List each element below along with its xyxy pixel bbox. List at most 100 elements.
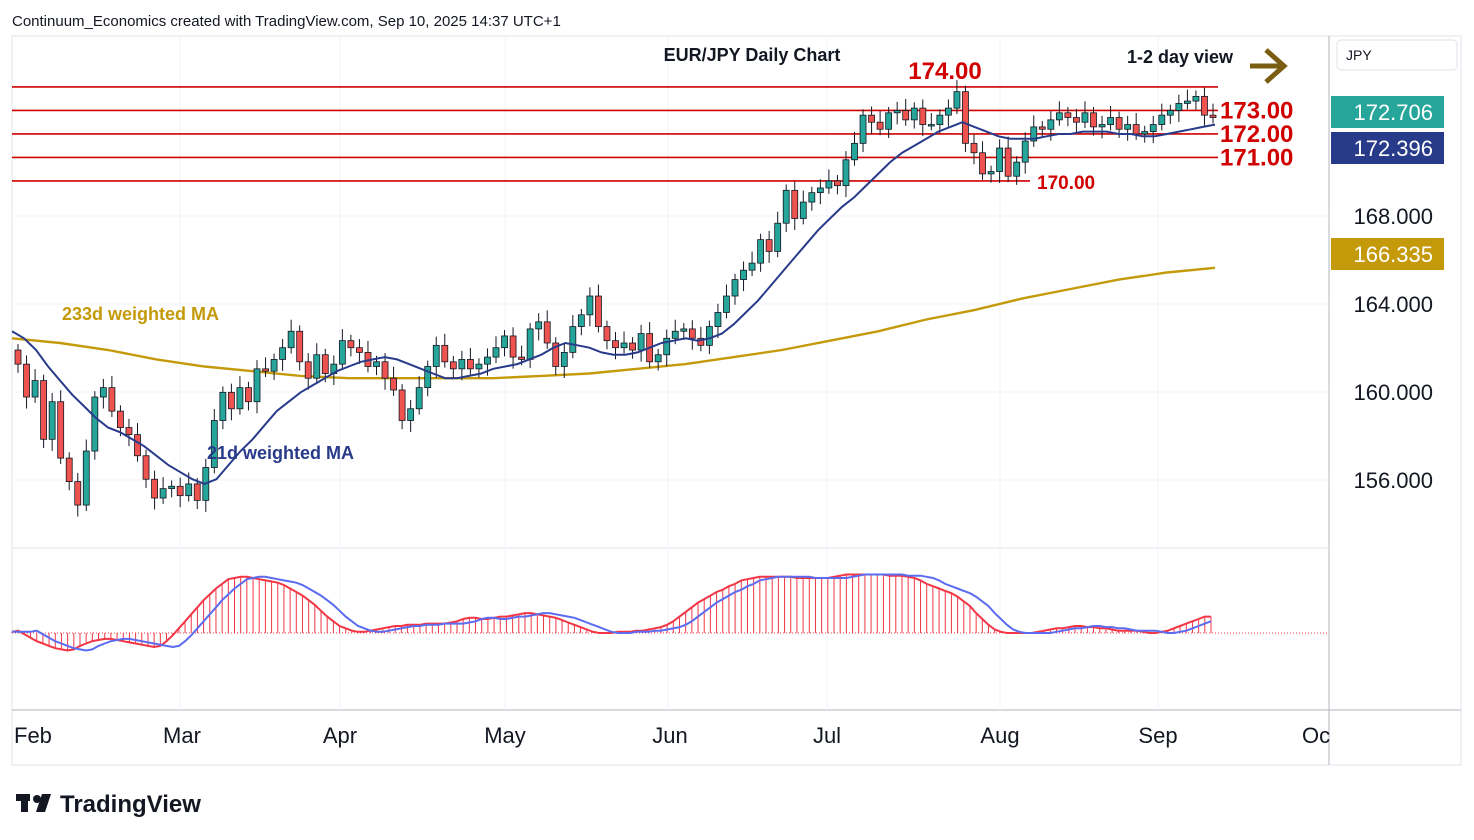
candle-body [40,380,48,440]
candle-body [1073,117,1080,123]
candle-body [629,342,636,351]
candle-body [296,330,304,363]
candle-body [159,488,167,499]
candle-body [1209,114,1217,118]
candle-body [1055,112,1063,121]
candle-body [1141,131,1149,135]
ma21-line [11,121,1216,485]
candle-body [210,420,218,468]
candle-body [356,347,363,353]
tradingview-logo-icon [16,794,51,812]
candle-body [1158,114,1166,125]
candle-body [373,361,380,367]
candle-body [731,279,739,297]
candle-body [637,333,645,351]
candle-body [518,356,526,360]
candle-body [390,377,397,391]
credit-text: Continuum_Economics created with Trading… [12,13,561,30]
candle-body [671,330,679,339]
candle-body [834,180,841,187]
candle-body [1038,126,1046,130]
candle-body [48,401,56,440]
candle-body [919,107,927,125]
candle-body [279,347,287,360]
currency-label: JPY [1346,47,1372,63]
currency-badge[interactable] [1336,39,1458,71]
candle-body [1081,112,1089,123]
y-tick-label: 164.000 [1353,292,1433,317]
chart-frame [11,35,1462,766]
candle-body [962,91,969,144]
x-tick-label: Aug [980,723,1019,748]
candle-body [219,391,227,421]
candle-body [347,340,355,349]
candle-body [415,387,423,410]
x-tick-label: Oc [1302,723,1330,748]
candle-body [245,387,252,403]
x-tick-label: Feb [14,723,52,748]
candle-body [501,335,508,349]
candle-body [398,389,406,421]
candle-body [134,434,141,457]
candle-body [680,328,688,332]
candle-body [381,361,389,379]
candle-body [227,391,235,410]
candle-body [1192,95,1200,102]
candle-body [799,201,807,219]
candle-body [313,354,321,379]
candles [14,80,1217,517]
candle-body [1175,103,1183,111]
candle-body [82,450,90,506]
x-tick-label: Mar [163,723,201,748]
candle-body [705,326,713,346]
ma233-label: 233d weighted MA [62,304,219,324]
candle-body [1004,147,1012,177]
candle-body [424,366,432,389]
candle-body [816,187,824,194]
candle-body [740,269,747,280]
candle-body [842,159,850,187]
candle-body [1090,112,1097,128]
candle-body [893,110,901,114]
candle-body [654,354,662,363]
candle-body [1107,117,1114,125]
candle-body [868,114,875,123]
candle-body [535,321,543,330]
candle-body [791,189,799,219]
candle-body [31,380,39,398]
candle-body [117,410,124,428]
brand-text: TradingView [60,791,201,818]
ma233-path [11,266,1216,380]
y-tick-label: 168.000 [1353,204,1433,229]
candle-body [782,189,790,224]
candle-body [1166,110,1174,116]
price-badge-last-label: 172.706 [1353,100,1433,125]
candle-body [407,408,415,421]
price-badge-ma233-label: 166.335 [1353,242,1433,267]
candle-body [1030,126,1038,142]
level-label: 172.00 [1220,121,1293,148]
candle-body [697,337,705,346]
candle-body [987,171,995,175]
candle-body [825,180,833,189]
candle-body [620,342,628,349]
arrow-right-icon [1250,48,1288,84]
candle-body [577,314,585,327]
tension-fast-line [11,573,1211,652]
price-badge-ma233 [1331,238,1444,270]
candle-body [74,481,82,506]
candle-body [253,368,261,403]
chart-title: EUR/JPY Daily Chart [664,45,841,65]
candle-body [449,361,457,370]
candle-body [859,114,867,144]
candle-body [765,239,773,252]
view-label: 1-2 day view [1127,47,1234,67]
candle-body [714,312,722,327]
candle-body [723,295,730,313]
tension-indicator [11,573,1329,652]
candle-body [338,340,346,365]
price-badge-ma21-label: 172.396 [1353,136,1433,161]
candle-body [1132,124,1140,135]
candle-body [108,387,116,412]
